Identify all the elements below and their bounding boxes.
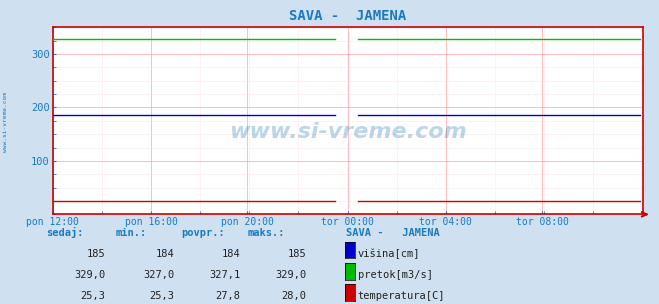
Text: min.:: min.: bbox=[115, 228, 146, 238]
Text: 327,1: 327,1 bbox=[210, 270, 241, 280]
Text: pretok[m3/s]: pretok[m3/s] bbox=[358, 270, 433, 280]
Text: temperatura[C]: temperatura[C] bbox=[358, 292, 445, 302]
Text: 329,0: 329,0 bbox=[275, 270, 306, 280]
Text: www.si-vreme.com: www.si-vreme.com bbox=[229, 122, 467, 142]
Text: povpr.:: povpr.: bbox=[181, 228, 225, 238]
Text: 25,3: 25,3 bbox=[80, 292, 105, 302]
Text: 27,8: 27,8 bbox=[215, 292, 241, 302]
Text: 28,0: 28,0 bbox=[281, 292, 306, 302]
Text: maks.:: maks.: bbox=[247, 228, 285, 238]
Text: sedaj:: sedaj: bbox=[46, 226, 84, 238]
Text: 327,0: 327,0 bbox=[144, 270, 175, 280]
Text: 184: 184 bbox=[222, 249, 241, 259]
Text: 185: 185 bbox=[288, 249, 306, 259]
Text: 25,3: 25,3 bbox=[150, 292, 175, 302]
Text: višina[cm]: višina[cm] bbox=[358, 248, 420, 259]
Text: SAVA -   JAMENA: SAVA - JAMENA bbox=[346, 228, 440, 238]
Text: 329,0: 329,0 bbox=[74, 270, 105, 280]
Title: SAVA -  JAMENA: SAVA - JAMENA bbox=[289, 9, 406, 23]
Text: 185: 185 bbox=[87, 249, 105, 259]
Text: www.si-vreme.com: www.si-vreme.com bbox=[3, 92, 8, 152]
Text: 184: 184 bbox=[156, 249, 175, 259]
